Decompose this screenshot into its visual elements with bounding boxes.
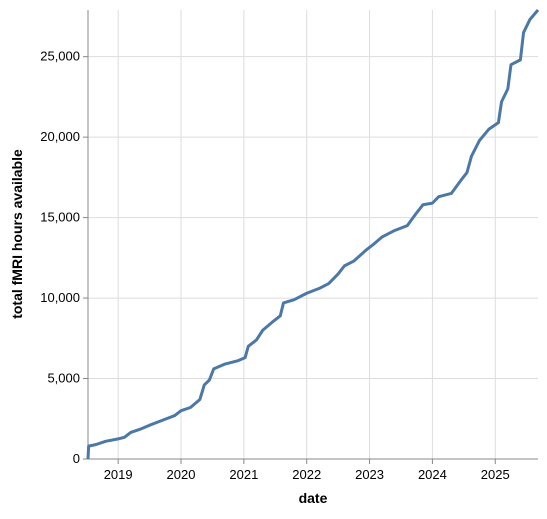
y-tick-label: 5,000: [47, 371, 80, 386]
x-tick-label: 2022: [292, 467, 321, 482]
x-tick-label: 2020: [167, 467, 196, 482]
x-tick-label: 2021: [229, 467, 258, 482]
y-tick-label: 0: [73, 451, 80, 466]
x-tick-label: 2023: [355, 467, 384, 482]
x-axis-title: date: [299, 490, 328, 506]
y-tick-label: 15,000: [40, 210, 80, 225]
y-tick-label: 20,000: [40, 129, 80, 144]
y-axis-title: total fMRI hours available: [9, 149, 25, 319]
y-tick-label: 10,000: [40, 290, 80, 305]
x-tick-label: 2019: [104, 467, 133, 482]
x-tick-label: 2025: [481, 467, 510, 482]
y-tick-label: 25,000: [40, 49, 80, 64]
x-tick-label: 2024: [418, 467, 447, 482]
line: [86, 9, 540, 460]
